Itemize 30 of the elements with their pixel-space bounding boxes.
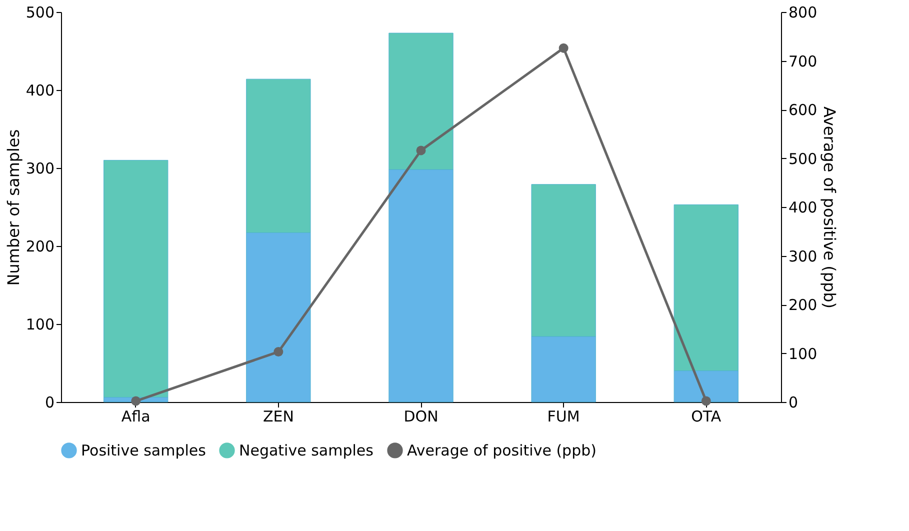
point (701, 396, 711, 406)
y2-axis-title: Average of positive (ppb) (820, 106, 840, 309)
y2-tick-label: 600 (788, 101, 818, 119)
y-tick-label: 200 (26, 238, 54, 256)
x-tick-label: ZEN (262, 408, 294, 426)
legend-label: Negative samples (239, 441, 374, 460)
y-tick-label: 0 (44, 394, 54, 412)
y-tick-label: 500 (26, 4, 54, 22)
x-tick-label: DON (404, 408, 438, 426)
y2-tick-label: 400 (788, 198, 818, 216)
y2-tick-label: 800 (788, 4, 818, 22)
x-tick-label: FUM (547, 408, 580, 426)
y-axis-title: Number of samples (4, 129, 23, 286)
y2-tick-label: 0 (788, 394, 798, 412)
point (416, 146, 426, 156)
y-tick-label: 300 (26, 160, 54, 178)
x-tick-label: OTA (691, 408, 722, 426)
y2-tick-label: 100 (788, 344, 818, 363)
y2-tick-label: 300 (788, 247, 818, 266)
y2-tick-label: 200 (788, 296, 818, 314)
point (558, 43, 568, 53)
point (131, 396, 141, 406)
legend-label: Average of positive (ppb) (407, 441, 596, 460)
y-tick-label: 400 (26, 82, 54, 100)
legend-label: Positive samples (81, 441, 206, 460)
y2-tick-label: 500 (788, 150, 818, 168)
x-tick-label: Afla (121, 408, 150, 426)
y2-tick-label: 700 (788, 52, 818, 70)
y-tick-label: 100 (26, 316, 54, 334)
point (274, 347, 284, 357)
